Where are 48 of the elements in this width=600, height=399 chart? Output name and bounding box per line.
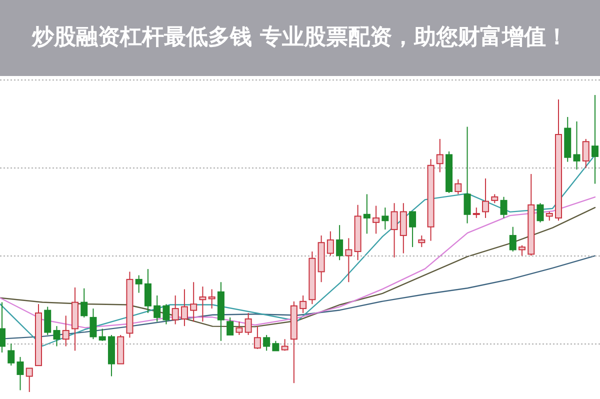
candlestick — [418, 234, 426, 248]
candlestick — [390, 202, 398, 258]
candlestick — [208, 288, 216, 310]
candlestick — [244, 312, 252, 336]
candlestick — [472, 207, 480, 218]
candlestick — [190, 282, 198, 322]
candlestick — [16, 356, 24, 391]
candlestick — [326, 230, 334, 256]
candlestick — [272, 340, 280, 352]
chart-title: 炒股融资杠杆最低多钱 专业股票配资，助您财富增值！ — [32, 24, 568, 52]
candlestick — [336, 224, 344, 261]
candlestick — [482, 178, 490, 218]
candlestick — [62, 315, 70, 347]
candlestick — [592, 94, 598, 184]
candlestick — [345, 238, 352, 283]
candlestick — [80, 288, 88, 318]
candlestick — [236, 321, 243, 336]
candlestick — [263, 334, 270, 352]
candlestick — [409, 211, 416, 248]
candlestick — [582, 138, 590, 169]
candlestick — [144, 268, 152, 314]
candlestick — [98, 328, 106, 342]
candlestick — [44, 306, 52, 336]
candlestick — [518, 244, 526, 256]
candlestick — [162, 304, 170, 325]
candlestick — [509, 226, 516, 252]
candlestick — [180, 288, 188, 327]
candlestick — [199, 286, 206, 322]
candlestick — [464, 126, 471, 224]
candlestick — [90, 308, 97, 340]
candlestick — [500, 196, 508, 218]
candlestick — [226, 316, 234, 336]
candlestick — [135, 274, 142, 294]
candlestick — [573, 120, 580, 170]
candlestick — [436, 138, 444, 173]
candlestick — [254, 326, 261, 350]
candlestick — [154, 294, 161, 322]
candlestick — [372, 205, 380, 234]
candlestick — [53, 326, 60, 347]
candlestick — [172, 294, 179, 325]
candlestick — [363, 194, 370, 234]
candlestick — [300, 294, 307, 314]
candlestick — [536, 202, 544, 223]
candlestick — [400, 202, 407, 254]
candlestick — [26, 368, 33, 392]
candlestick — [454, 178, 462, 195]
candlestick — [8, 343, 15, 366]
candlestick — [382, 207, 389, 230]
